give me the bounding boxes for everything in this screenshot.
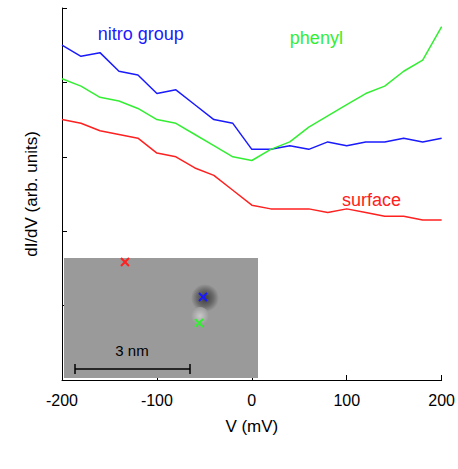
- svg-text:0: 0: [247, 392, 256, 409]
- svg-text:3 nm: 3 nm: [115, 342, 148, 359]
- svg-text:phenyl: phenyl: [290, 28, 343, 48]
- svg-text:100: 100: [333, 392, 360, 409]
- svg-text:200: 200: [428, 392, 455, 409]
- svg-text:-100: -100: [141, 392, 173, 409]
- svg-text:V (mV): V (mV): [225, 417, 278, 436]
- svg-text:nitro group: nitro group: [98, 24, 184, 44]
- svg-text:surface: surface: [342, 190, 401, 210]
- svg-text:-200: -200: [46, 392, 78, 409]
- svg-text:dI/dV (arb. units): dI/dV (arb. units): [22, 131, 41, 257]
